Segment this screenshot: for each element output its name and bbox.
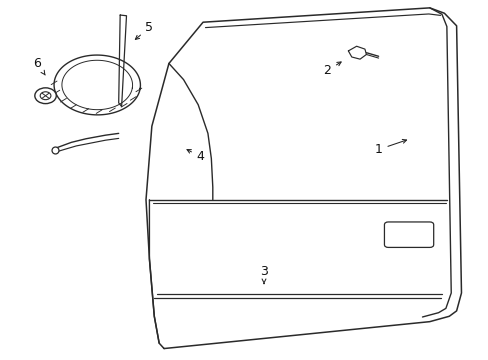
Text: 6: 6: [33, 57, 45, 75]
Text: 3: 3: [260, 265, 267, 284]
Circle shape: [40, 92, 51, 100]
FancyBboxPatch shape: [384, 222, 433, 247]
Text: 2: 2: [323, 62, 341, 77]
Circle shape: [35, 88, 56, 104]
Text: 5: 5: [135, 21, 153, 39]
Text: 1: 1: [374, 139, 406, 156]
Text: 4: 4: [186, 149, 204, 163]
